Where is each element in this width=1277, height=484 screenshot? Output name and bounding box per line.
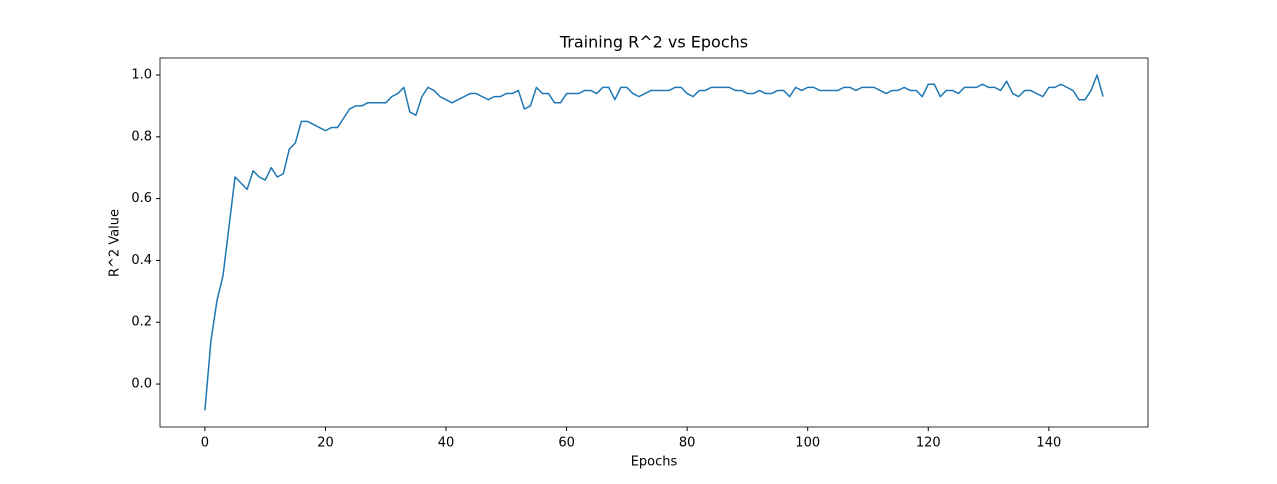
y-tick-label: 0.4: [131, 253, 152, 268]
y-tick-label: 0.2: [131, 315, 152, 330]
x-tick-label: 100: [795, 436, 820, 451]
x-tick-label: 20: [317, 436, 334, 451]
x-tick-label: 40: [438, 436, 455, 451]
x-tick-label: 60: [558, 436, 575, 451]
y-tick-label: 0.8: [131, 129, 152, 144]
x-axis-label: Epochs: [631, 455, 678, 470]
chart-title: Training R^2 vs Epochs: [559, 33, 748, 52]
y-tick-label: 0.6: [131, 191, 152, 206]
y-axis-label: R^2 Value: [108, 209, 123, 277]
x-tick-label: 0: [201, 436, 209, 451]
x-tick-label: 120: [916, 436, 941, 451]
y-tick-label: 0.0: [131, 377, 152, 392]
x-tick-label: 80: [679, 436, 696, 451]
y-tick-label: 1.0: [131, 67, 152, 82]
line-series: [204, 74, 1104, 411]
x-tick-label: 140: [1036, 436, 1061, 451]
plot-frame: [159, 57, 1149, 428]
